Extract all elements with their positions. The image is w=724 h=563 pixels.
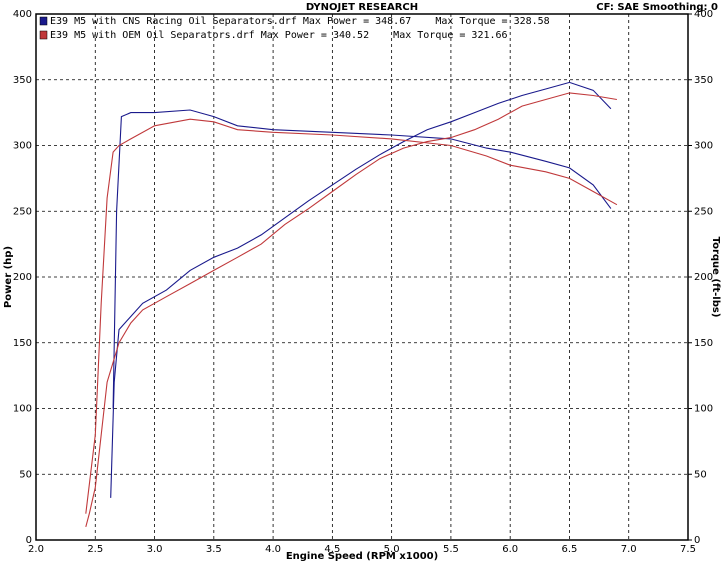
y2-tick-label: 150 <box>694 338 713 349</box>
legend-swatch <box>39 16 48 26</box>
y-tick-label: 150 <box>13 338 32 349</box>
legend-label: E39 M5 with CNS Racing Oil Separators.dr… <box>50 16 550 27</box>
x-tick-label: 6.0 <box>502 544 518 555</box>
y2-axis-label: Torque (ft-lbs) <box>710 237 721 318</box>
y2-tick-label: 100 <box>694 404 713 415</box>
x-tick-label: 5.0 <box>384 544 400 555</box>
x-tick-label: 3.5 <box>206 544 222 555</box>
y-tick-label: 400 <box>13 9 32 20</box>
x-tick-label: 5.5 <box>443 544 459 555</box>
power-line <box>110 81 612 498</box>
legend-label: E39 M5 with OEM Oil Separators.drf Max P… <box>50 30 508 41</box>
y-tick-label: 0 <box>26 535 32 546</box>
x-tick-label: 2.5 <box>87 544 103 555</box>
y2-tick-label: 200 <box>694 272 713 283</box>
y-tick-label: 350 <box>13 75 32 86</box>
y-tick-label: 100 <box>13 404 32 415</box>
x-tick-label: 4.5 <box>324 544 340 555</box>
legend-swatch <box>39 30 48 40</box>
settings-text: CF: SAE Smoothing: 0 <box>596 2 718 13</box>
y2-tick-label: 250 <box>694 206 713 217</box>
x-tick-label: 4.0 <box>265 544 281 555</box>
y-tick-label: 50 <box>19 469 32 480</box>
torque-line <box>112 109 612 409</box>
torque-line <box>85 118 618 514</box>
x-axis-label: Engine Speed (RPM x1000) <box>286 551 438 562</box>
y2-tick-label: 300 <box>694 141 713 152</box>
x-tick-label: 7.0 <box>621 544 637 555</box>
y2-tick-label: 350 <box>694 75 713 86</box>
y2-tick-label: 50 <box>694 469 707 480</box>
y-tick-label: 300 <box>13 141 32 152</box>
y-tick-label: 200 <box>13 272 32 283</box>
chart-title: DYNOJET RESEARCH <box>306 2 418 13</box>
y2-tick-label: 0 <box>694 535 700 546</box>
power-line <box>85 92 617 528</box>
y-axis-label: Power (hp) <box>3 246 14 308</box>
x-tick-label: 6.5 <box>562 544 578 555</box>
y-tick-label: 250 <box>13 206 32 217</box>
y2-tick-label: 400 <box>694 9 713 20</box>
x-tick-label: 7.5 <box>680 544 696 555</box>
x-tick-label: 2.0 <box>28 544 44 555</box>
x-tick-label: 3.0 <box>147 544 163 555</box>
